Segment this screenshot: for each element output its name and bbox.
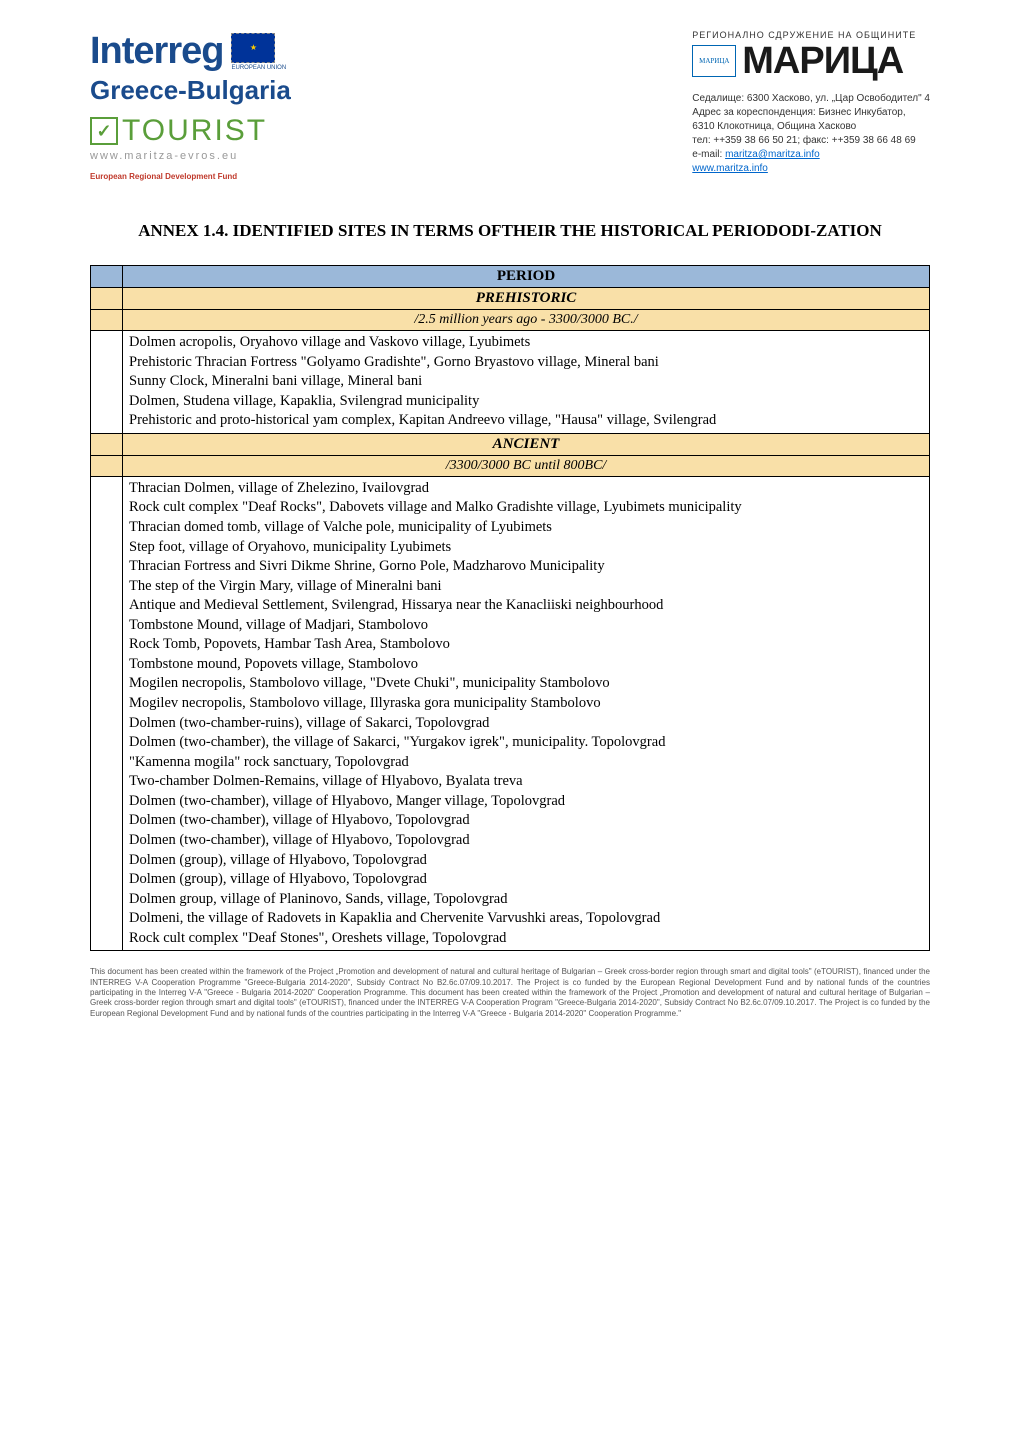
era1-content: Dolmen acropolis, Oryahovo village and V… [123, 331, 930, 434]
contact-email-label: e-mail: [692, 149, 725, 160]
site-line: Dolmen, Studena village, Kapaklia, Svile… [129, 392, 923, 412]
site-line: Rock cult complex "Deaf Rocks", Dabovets… [129, 498, 923, 518]
maritza-main-label: МАРИЦА [742, 42, 903, 80]
era-name: PREHISTORIC [123, 288, 930, 310]
tourist-label: TOURIST [122, 114, 267, 148]
greece-bulgaria-label: Greece-Bulgaria [90, 75, 291, 106]
interreg-block: Interreg ★ EUROPEAN UNION Greece-Bulgari… [90, 30, 291, 181]
site-line: Tombstone Mound, village of Madjari, Sta… [129, 616, 923, 636]
site-line: Dolmen (two-chamber), the village of Sak… [129, 733, 923, 753]
site-line: Antique and Medieval Settlement, Svileng… [129, 596, 923, 616]
era2-content: Thracian Dolmen, village of Zhelezino, I… [123, 476, 930, 951]
maritza-logo-row: МАРИЦА МАРИЦА [692, 42, 903, 80]
era-left [91, 288, 123, 310]
maritza-block: РЕГИОНАЛНО СДРУЖЕНИЕ НА ОБЩИНИТЕ МАРИЦА … [692, 30, 930, 176]
era-left [91, 455, 123, 476]
site-line: Dolmen (two-chamber), village of Hlyabov… [129, 831, 923, 851]
tourist-url: www.maritza-evros.eu [90, 150, 291, 162]
site-line: Rock Tomb, Popovets, Hambar Tash Area, S… [129, 635, 923, 655]
contact-line: Адрес за кореспонденция: Бизнес Инкубато… [692, 106, 930, 120]
site-line: Prehistoric and proto-historical yam com… [129, 411, 923, 431]
sites-table: PERIOD PREHISTORIC /2.5 million years ag… [90, 265, 930, 951]
site-line: Rock cult complex "Deaf Stones", Oreshet… [129, 929, 923, 949]
site-line: Dolmen acropolis, Oryahovo village and V… [129, 333, 923, 353]
site-line: Step foot, village of Oryahovo, municipa… [129, 538, 923, 558]
era-left [91, 310, 123, 331]
site-line: Mogilen necropolis, Stambolovo village, … [129, 674, 923, 694]
contact-line: тел: ++359 38 66 50 21; факс: ++359 38 6… [692, 134, 930, 148]
erdf-label: European Regional Development Fund [90, 172, 291, 181]
interreg-label: Interreg [90, 30, 223, 73]
site-line: Tombstone mound, Popovets village, Stamb… [129, 655, 923, 675]
site-line: Dolmeni, the village of Radovets in Kapa… [129, 909, 923, 929]
eu-flag-icon: ★ [231, 33, 275, 63]
table-corner [91, 266, 123, 288]
maritza-superscript: РЕГИОНАЛНО СДРУЖЕНИЕ НА ОБЩИНИТЕ [692, 30, 916, 40]
site-line: Two-chamber Dolmen-Remains, village of H… [129, 772, 923, 792]
contact-email-link[interactable]: maritza@maritza.info [725, 149, 820, 160]
site-line: "Kamenna mogila" rock sanctuary, Topolov… [129, 753, 923, 773]
site-line: Dolmen (group), village of Hlyabovo, Top… [129, 851, 923, 871]
contact-details: Седалище: 6300 Хасково, ул. „Цар Освобод… [692, 92, 930, 176]
site-line: Dolmen (two-chamber), village of Hlyabov… [129, 811, 923, 831]
contact-web-link[interactable]: www.maritza.info [692, 163, 768, 174]
content-left [91, 331, 123, 434]
site-line: Dolmen group, village of Planinovo, Sand… [129, 890, 923, 910]
document-header: Interreg ★ EUROPEAN UNION Greece-Bulgari… [90, 30, 930, 181]
site-line: The step of the Virgin Mary, village of … [129, 577, 923, 597]
site-line: Dolmen (two-chamber), village of Hlyabov… [129, 792, 923, 812]
document-title: ANNEX 1.4. IDENTIFIED SITES IN TERMS OFT… [90, 221, 930, 241]
site-line: Mogilev necropolis, Stambolovo village, … [129, 694, 923, 714]
eu-flag-box: ★ EUROPEAN UNION [231, 33, 286, 71]
era-range: /3300/3000 BC until 800BC/ [123, 455, 930, 476]
footer-disclaimer: This document has been created within th… [90, 967, 930, 1019]
contact-line: 6310 Клокотница, Община Хасково [692, 120, 930, 134]
period-header: PERIOD [123, 266, 930, 288]
contact-email-line: e-mail: maritza@maritza.info [692, 148, 930, 162]
site-line: Thracian Dolmen, village of Zhelezino, I… [129, 479, 923, 499]
content-left [91, 476, 123, 951]
site-line: Thracian domed tomb, village of Valche p… [129, 518, 923, 538]
site-line: Prehistoric Thracian Fortress "Golyamo G… [129, 353, 923, 373]
site-line: Sunny Clock, Mineralni bani village, Min… [129, 372, 923, 392]
interreg-logo-row: Interreg ★ EUROPEAN UNION [90, 30, 291, 73]
era-range: /2.5 million years ago - 3300/3000 BC./ [123, 310, 930, 331]
check-icon: ✓ [90, 117, 118, 145]
site-line: Thracian Fortress and Sivri Dikme Shrine… [129, 557, 923, 577]
site-line: Dolmen (group), village of Hlyabovo, Top… [129, 870, 923, 890]
era-left [91, 433, 123, 455]
maritza-logo-icon: МАРИЦА [692, 45, 736, 77]
tourist-logo-row: ✓ TOURIST [90, 114, 291, 148]
era-name: ANCIENT [123, 433, 930, 455]
contact-line: Седалище: 6300 Хасково, ул. „Цар Освобод… [692, 92, 930, 106]
site-line: Dolmen (two-chamber-ruins), village of S… [129, 714, 923, 734]
eu-flag-label: EUROPEAN UNION [231, 65, 286, 71]
